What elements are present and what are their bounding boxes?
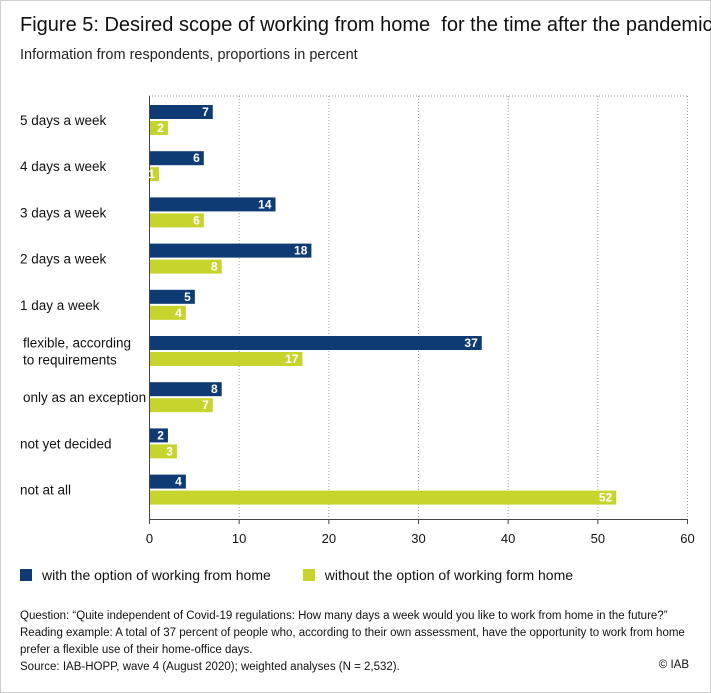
legend: with the option of working from home wit… xyxy=(20,567,605,583)
legend-item-with: with the option of working from home xyxy=(20,567,271,583)
x-tick-label: 40 xyxy=(501,531,515,546)
category-label: only as an exception xyxy=(23,390,146,405)
x-tick-label: 50 xyxy=(591,531,605,546)
bar-with-option xyxy=(150,382,222,397)
copyright: © IAB xyxy=(658,659,689,671)
chart-title: Figure 5: Desired scope of working from … xyxy=(20,14,711,36)
bar-value-label: 5 xyxy=(184,290,191,304)
bar-without-option xyxy=(150,490,617,505)
category-label: 2 days a week xyxy=(20,252,107,267)
bar-with-option xyxy=(150,428,168,443)
grid-lines xyxy=(149,95,688,519)
category-label: 1 day a week xyxy=(20,298,100,313)
bar-value-label: 17 xyxy=(285,352,299,366)
bar-with-option xyxy=(150,336,482,350)
bar-value-label: 2 xyxy=(157,428,164,442)
footer-notes: Question: “Quite independent of Covid-19… xyxy=(20,608,690,676)
bar-value-label: 4 xyxy=(175,475,182,489)
bar-without-option xyxy=(150,305,186,320)
bar-value-label: 14 xyxy=(258,197,272,211)
bar-with-option xyxy=(150,197,276,212)
bar-without-option xyxy=(150,259,222,274)
category-labels: 5 days a week 4 days a week 3 days a week 2… xyxy=(20,113,146,498)
bar-without-option xyxy=(150,167,159,182)
x-tick-label: 10 xyxy=(232,531,246,546)
x-tick-label: 20 xyxy=(322,531,336,546)
bar-without-option xyxy=(150,352,303,366)
bar-without-option xyxy=(150,398,213,413)
bar-value-label: 18 xyxy=(294,244,308,258)
bar-value-label: 2 xyxy=(157,121,164,135)
bar-value-label: 52 xyxy=(599,491,613,505)
x-tick-label: 0 xyxy=(146,531,153,546)
bar-value-label: 7 xyxy=(202,105,209,119)
bar-without-option xyxy=(150,121,168,135)
x-tick-label: 60 xyxy=(680,531,694,546)
legend-label-with: with the option of working from home xyxy=(42,567,271,583)
bar-without-option xyxy=(150,444,177,459)
bar-with-option xyxy=(150,105,213,119)
bar-value-label: 6 xyxy=(193,213,200,227)
category-label: not yet decided xyxy=(20,436,112,451)
category-label: flexible, according xyxy=(23,336,131,351)
bar-value-label: 6 xyxy=(193,151,200,165)
x-tick-label: 30 xyxy=(411,531,425,546)
bar-value-label: 3 xyxy=(166,444,173,458)
bar-value-label: 8 xyxy=(211,260,218,274)
bar-with-option xyxy=(150,474,186,489)
question-note: Question: “Quite independent of Covid-19… xyxy=(20,610,668,622)
legend-swatch-without xyxy=(302,569,315,581)
bar-without-option xyxy=(150,213,204,228)
reading-example-line-2: prefer a flexible use of their home-offi… xyxy=(20,644,253,656)
bar-with-option xyxy=(150,151,204,166)
x-axis-ticks: 0 10 20 30 40 50 60 xyxy=(146,519,695,546)
category-label: 3 days a week xyxy=(20,205,107,220)
category-label: to requirements xyxy=(23,353,117,368)
bar-value-label: 4 xyxy=(175,306,182,320)
source-note: Source: IAB-HOPP, wave 4 (August 2020); … xyxy=(20,661,400,673)
legend-swatch-with xyxy=(20,569,32,581)
bar-value-label: 7 xyxy=(202,398,209,412)
category-label: not at all xyxy=(20,483,71,498)
category-label: 5 days a week xyxy=(20,113,107,128)
bar-value-label: 8 xyxy=(211,382,218,396)
chart-subtitle: Information from respondents, proportion… xyxy=(20,47,358,63)
bar-with-option xyxy=(150,243,312,258)
legend-label-without: without the option of working form home xyxy=(324,567,574,583)
bar-with-option xyxy=(150,289,195,304)
reading-example-line-1: Reading example: A total of 37 percent o… xyxy=(20,627,685,639)
bar-value-label: 37 xyxy=(464,336,478,350)
category-label: 4 days a week xyxy=(20,159,107,174)
bar-value-label: 1 xyxy=(148,167,155,181)
legend-item-without: without the option of working form home xyxy=(302,567,574,583)
